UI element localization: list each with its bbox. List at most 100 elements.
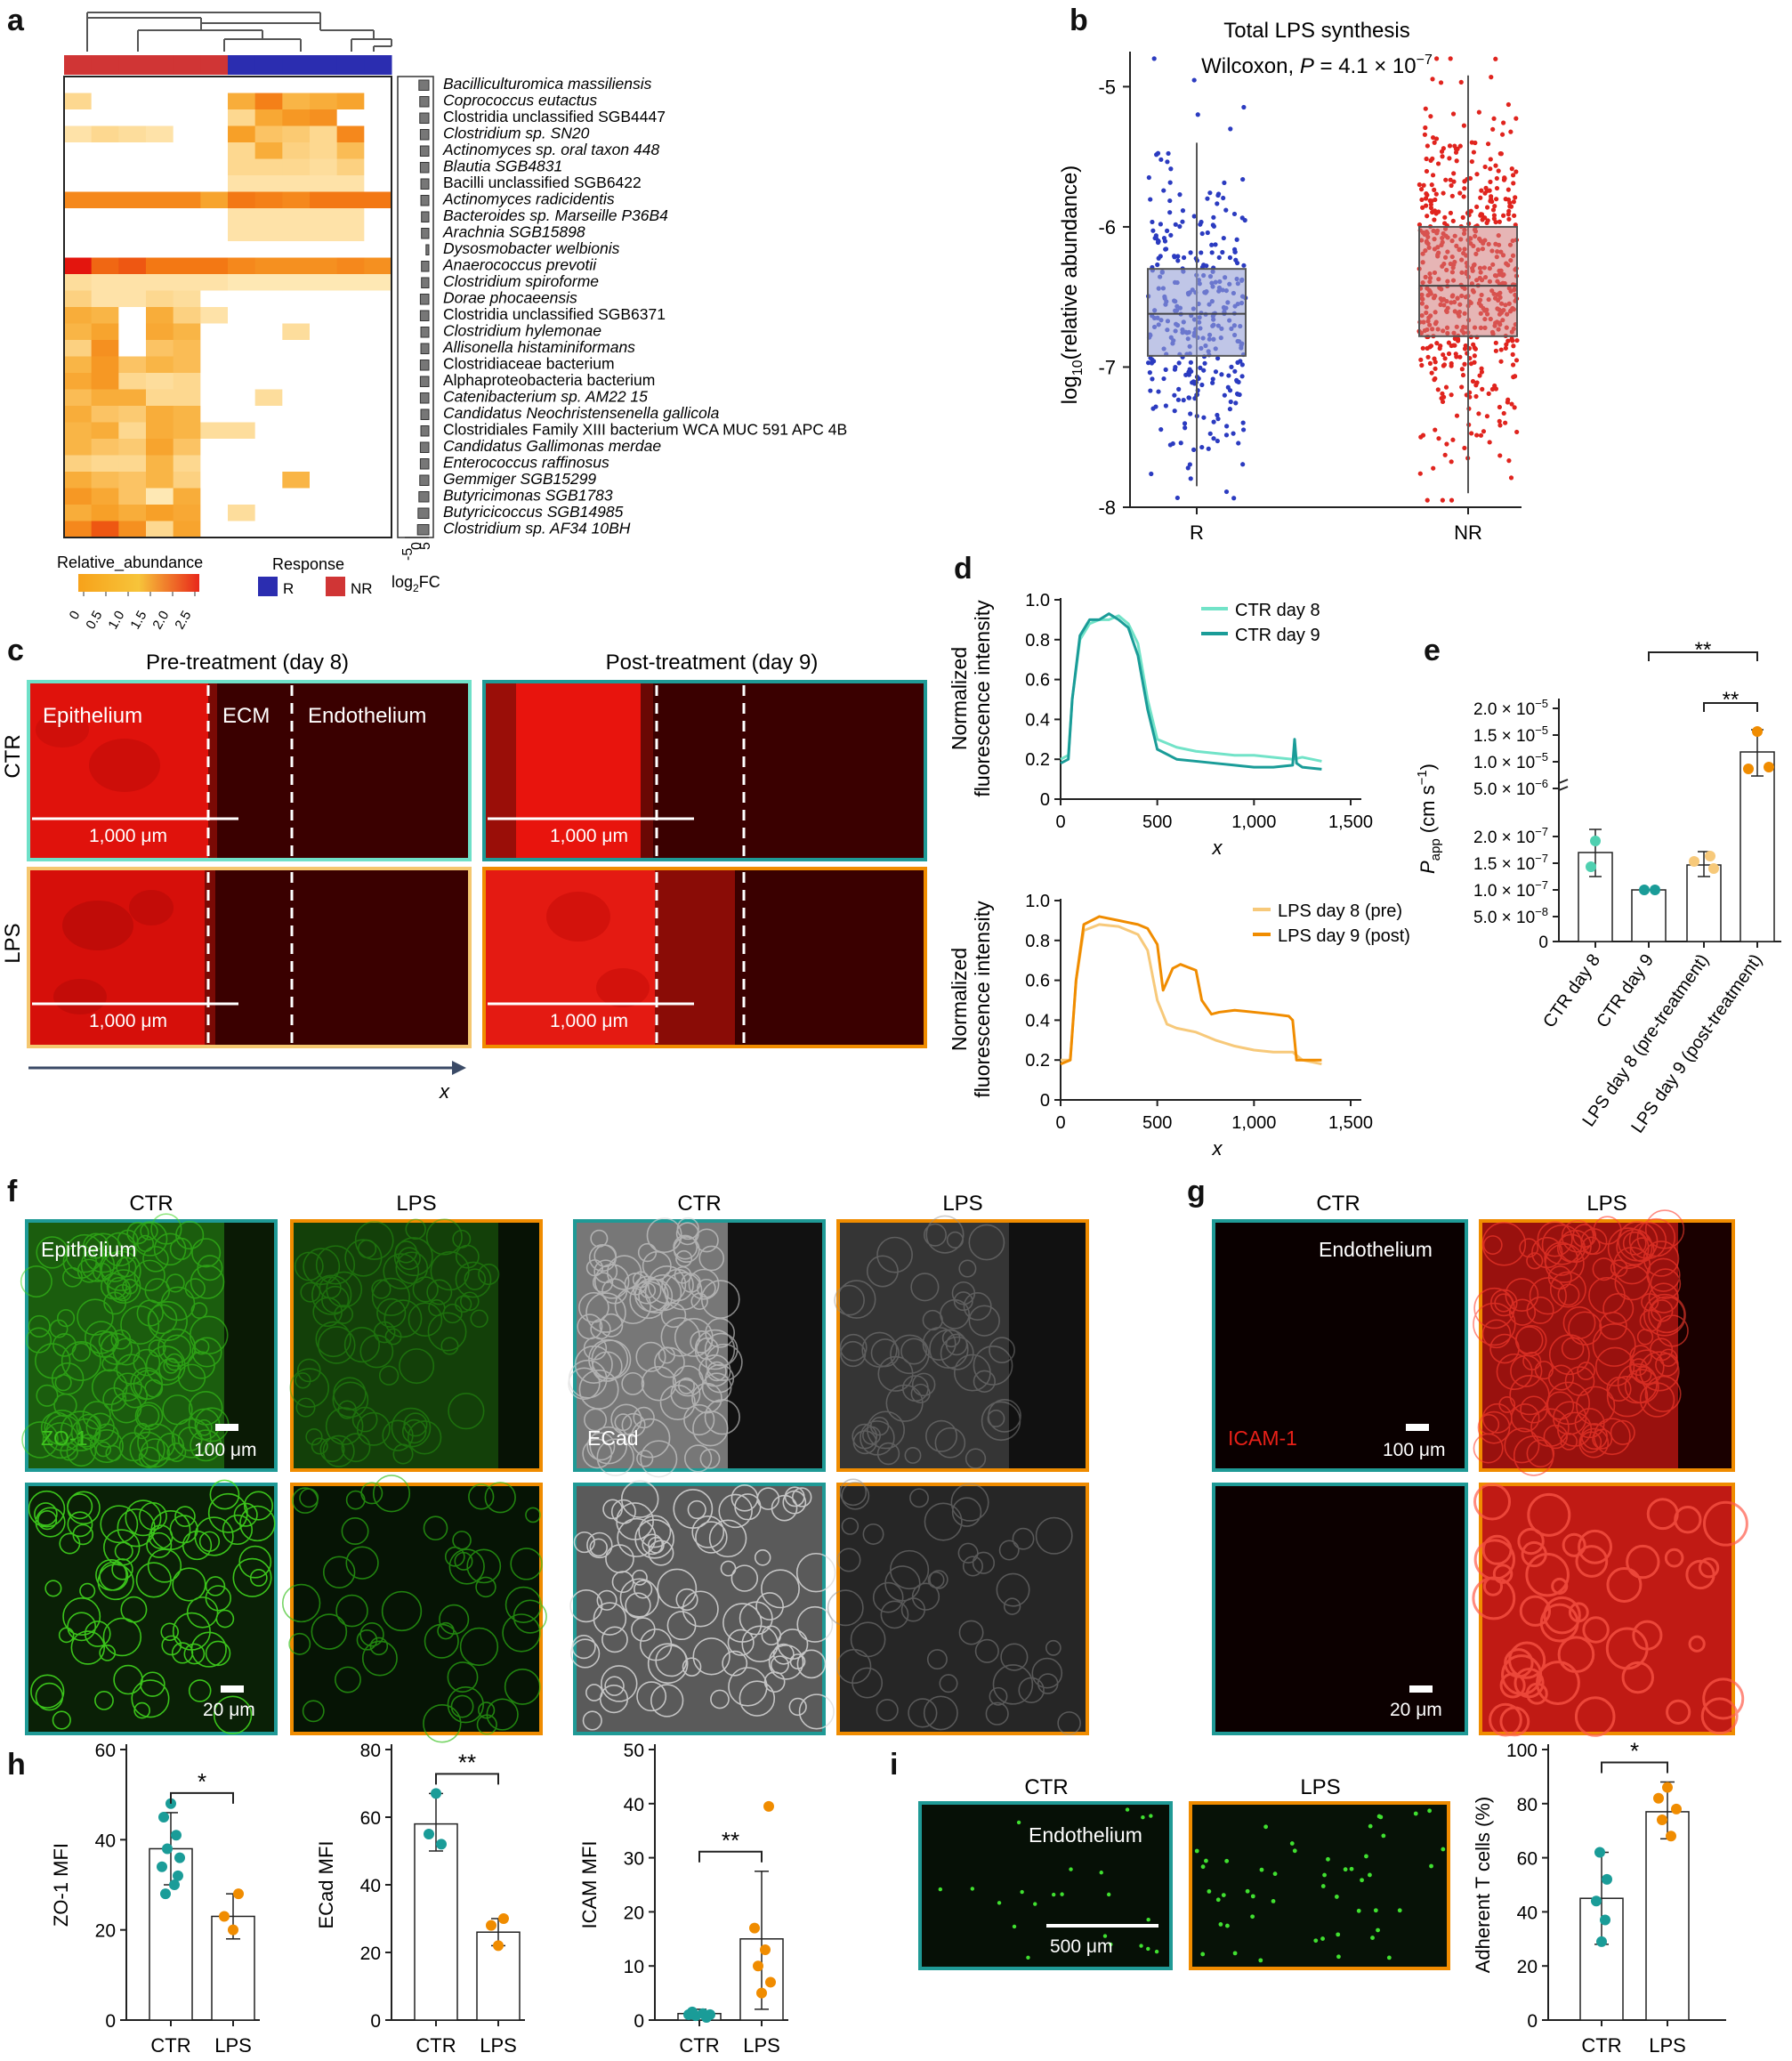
data-point xyxy=(1465,351,1470,356)
heatmap-cell xyxy=(146,290,174,308)
data-point xyxy=(1204,289,1209,295)
data-point xyxy=(1465,274,1471,279)
data-point xyxy=(1443,384,1449,390)
data-point xyxy=(1173,328,1178,334)
log2fc-bar xyxy=(419,310,430,321)
panel-label-g: g xyxy=(1187,1175,1206,1208)
heatmap-cell xyxy=(336,77,365,93)
heatmap-cell xyxy=(364,472,392,489)
heatmap-cell xyxy=(91,340,119,357)
data-point xyxy=(1500,318,1505,323)
image-ctr-post xyxy=(482,680,927,861)
species-label: Actinomyces radicidentis xyxy=(442,190,615,207)
heatmap-cell xyxy=(228,521,256,538)
data-point xyxy=(1496,327,1501,332)
y-axis-label: Adherent T cells (%) xyxy=(1472,1797,1494,1974)
data-point xyxy=(1150,228,1156,233)
data-point xyxy=(1148,333,1153,338)
data-point xyxy=(1492,383,1497,389)
data-point xyxy=(1491,116,1497,121)
heatmap-cell xyxy=(173,175,201,192)
log2fc-bar xyxy=(421,228,430,239)
data-point xyxy=(1181,319,1186,325)
cell-outlines xyxy=(289,1218,500,1467)
data-point xyxy=(1449,193,1455,198)
data-point xyxy=(1468,335,1473,340)
heatmap-cell xyxy=(254,472,283,489)
data-point xyxy=(1451,262,1457,267)
heatmap-cell xyxy=(364,290,392,308)
heatmap-cell xyxy=(118,175,147,192)
heatmap-cell xyxy=(336,208,365,225)
data-point xyxy=(1150,406,1156,411)
data-point xyxy=(1487,440,1492,445)
data-point xyxy=(1459,384,1465,390)
data-point xyxy=(1490,331,1496,336)
panel-label-a: a xyxy=(7,4,24,37)
data-point xyxy=(1151,359,1157,364)
data-point xyxy=(1228,399,1233,405)
chart-d-legend-top: CTR day 8 CTR day 9 xyxy=(1201,601,1320,645)
image-ecad-lps-high xyxy=(838,1484,1087,1734)
data-point xyxy=(1199,264,1206,270)
data-point xyxy=(1444,441,1449,447)
heatmap-cell xyxy=(282,521,311,538)
data-point xyxy=(174,1852,185,1863)
data-point xyxy=(1482,215,1488,221)
data-point xyxy=(1513,195,1518,200)
heatmap-cell xyxy=(336,505,365,521)
data-point xyxy=(683,2008,694,2020)
scale-bar xyxy=(221,1685,244,1693)
data-point xyxy=(1493,386,1498,392)
data-point xyxy=(1425,192,1430,198)
data-point xyxy=(1162,238,1168,244)
data-point xyxy=(1170,440,1175,447)
data-point xyxy=(1152,308,1158,313)
data-point xyxy=(1209,280,1215,286)
data-point xyxy=(1478,195,1483,200)
data-point xyxy=(1469,158,1474,165)
y-tick-label: 40 xyxy=(624,1795,644,1815)
data-point xyxy=(1420,296,1425,302)
data-point xyxy=(1210,380,1215,385)
heatmap-cell xyxy=(200,125,229,143)
t-cell xyxy=(1376,1928,1380,1933)
data-point xyxy=(1505,400,1510,405)
data-point xyxy=(162,1843,173,1855)
chart-d-xlabel-top: x xyxy=(1212,837,1223,859)
heatmap-cells xyxy=(64,77,392,538)
heatmap-frame xyxy=(63,76,392,538)
heatmap-cell xyxy=(282,505,311,521)
heatmap-cell xyxy=(364,158,392,176)
data-point xyxy=(1501,120,1506,125)
data-point xyxy=(1189,368,1194,375)
legend-tick-label: 0.5 xyxy=(83,609,105,633)
bar xyxy=(476,1931,521,2021)
log2fc-bar xyxy=(417,507,430,519)
data-point xyxy=(1424,168,1430,174)
data-point xyxy=(1442,356,1448,361)
data-point xyxy=(1452,343,1457,348)
bar-lps-day9 xyxy=(1740,751,1775,942)
log2fc-bar xyxy=(421,261,430,272)
species-label: Clostridiaceae bacterium xyxy=(443,354,615,372)
species-label: Candidatus Gallimonas merdae xyxy=(443,437,661,455)
data-point xyxy=(1239,374,1245,379)
data-point xyxy=(1449,363,1454,368)
heatmap-cell xyxy=(364,224,392,242)
heatmap-cell xyxy=(173,488,201,505)
heatmap-cell xyxy=(118,93,147,110)
data-point xyxy=(1186,395,1191,400)
data-point xyxy=(1462,179,1467,184)
data-point xyxy=(1453,150,1459,155)
data-point xyxy=(1496,242,1502,247)
data-point xyxy=(1187,351,1192,357)
data-point xyxy=(1228,126,1233,132)
data-point xyxy=(1489,197,1494,202)
log2fc-bars xyxy=(416,79,430,536)
data-point xyxy=(1176,360,1182,366)
data-point xyxy=(1464,271,1469,276)
image-icam-ctr-low xyxy=(1214,1221,1466,1470)
heatmap-cell xyxy=(118,521,147,538)
data-point xyxy=(1501,213,1506,218)
